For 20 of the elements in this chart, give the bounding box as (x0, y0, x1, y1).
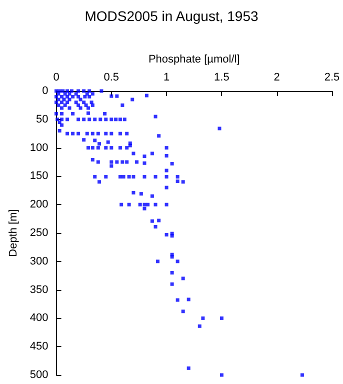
y-tick-label: 450 (30, 340, 48, 353)
y-tick-label: 400 (30, 312, 48, 324)
y-tick-label: 350 (30, 284, 48, 296)
x-axis-title: Phosphate [µmol/l] (148, 54, 240, 66)
x-tick-label: 0 (53, 72, 60, 84)
y-tick-label: 150 (30, 170, 48, 182)
x-tick-label: 2.5 (324, 72, 340, 84)
y-tick-label: 300 (30, 255, 48, 268)
y-tick-label: 250 (30, 227, 48, 239)
y-tick-label: 0 (42, 85, 48, 97)
x-tick-label: 1 (163, 72, 170, 84)
y-tick-label: 50 (36, 113, 48, 126)
y-tick-label: 100 (30, 142, 48, 154)
y-tick-label: 200 (30, 198, 48, 211)
x-tick-label: 1.5 (214, 72, 230, 84)
chart-title: MODS2005 in August, 1953 (84, 8, 258, 24)
x-tick-label: 2 (274, 72, 280, 84)
y-axis-title: Depth [m] (8, 209, 20, 257)
x-tick-label: 0.5 (104, 72, 120, 84)
y-tick-label: 500 (30, 369, 48, 381)
